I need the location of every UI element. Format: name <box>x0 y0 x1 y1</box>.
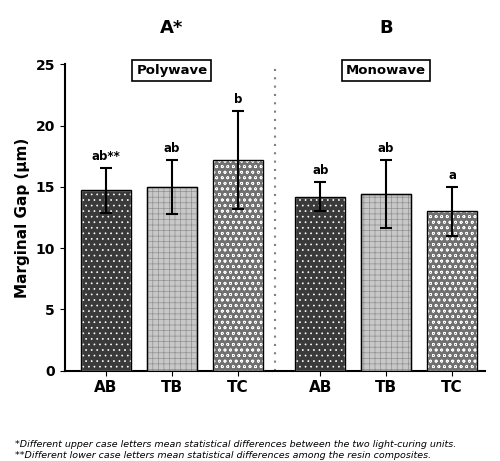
Text: **Different lower case letters mean statistical differences among the resin comp: **Different lower case letters mean stat… <box>15 451 431 460</box>
Text: B: B <box>380 19 393 37</box>
Bar <box>296 196 345 371</box>
Bar <box>362 194 411 371</box>
Bar <box>296 196 345 371</box>
Y-axis label: Marginal Gap (μm): Marginal Gap (μm) <box>15 137 30 297</box>
Text: ab: ab <box>312 164 328 177</box>
Text: ab: ab <box>164 142 180 155</box>
Bar <box>428 211 477 371</box>
Text: Polywave: Polywave <box>136 64 208 77</box>
Bar <box>213 160 262 371</box>
Bar <box>428 211 477 371</box>
Text: *Different upper case letters mean statistical differences between the two light: *Different upper case letters mean stati… <box>15 440 456 449</box>
Bar <box>362 194 411 371</box>
Text: ab**: ab** <box>92 150 120 164</box>
Bar <box>147 187 196 371</box>
Bar <box>82 190 130 371</box>
Text: A*: A* <box>160 19 184 37</box>
Text: a: a <box>448 169 456 182</box>
Bar <box>82 190 130 371</box>
Bar <box>213 160 262 371</box>
Text: b: b <box>234 93 242 106</box>
Bar <box>147 187 196 371</box>
Text: Monowave: Monowave <box>346 64 426 77</box>
Text: ab: ab <box>378 142 394 155</box>
